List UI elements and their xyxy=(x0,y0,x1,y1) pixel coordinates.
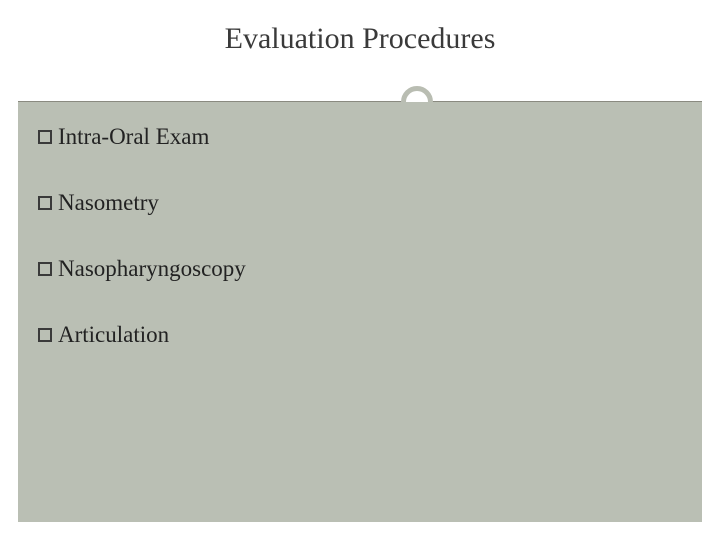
item-label: Intra-Oral Exam xyxy=(58,124,209,150)
list-item: Articulation xyxy=(38,322,682,348)
square-bullet-icon xyxy=(38,196,52,210)
title-area: Evaluation Procedures xyxy=(0,0,720,66)
square-bullet-icon xyxy=(38,130,52,144)
square-bullet-icon xyxy=(38,262,52,276)
list-item: Intra-Oral Exam xyxy=(38,124,682,150)
body-area: Intra-Oral Exam Nasometry Nasopharyngosc… xyxy=(18,102,702,522)
slide-title: Evaluation Procedures xyxy=(0,22,720,56)
item-label: Nasopharyngoscopy xyxy=(58,256,246,282)
square-bullet-icon xyxy=(38,328,52,342)
list-item: Nasometry xyxy=(38,190,682,216)
list-item: Nasopharyngoscopy xyxy=(38,256,682,282)
slide: Evaluation Procedures Intra-Oral Exam Na… xyxy=(0,0,720,540)
item-label: Articulation xyxy=(58,322,169,348)
item-label: Nasometry xyxy=(58,190,159,216)
